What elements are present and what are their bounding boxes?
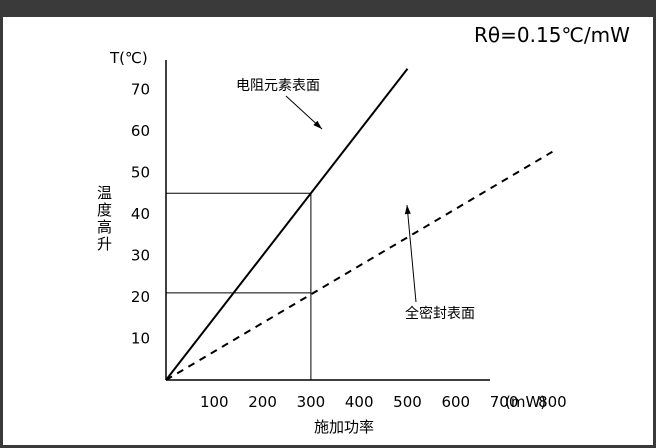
sealed-line-dashed: [165, 150, 553, 381]
x-tick-label: 200: [248, 393, 277, 411]
x-tick-label: 600: [441, 393, 470, 411]
surface-line-solid: [165, 68, 409, 381]
y-tick-label: 10: [131, 330, 150, 348]
y-tick-label: 20: [131, 288, 150, 306]
x-unit-label: (mW): [505, 393, 546, 411]
x-tick-label: 700: [490, 393, 519, 411]
sealed-label-arrowhead: [404, 205, 411, 215]
y-tick-label: 60: [131, 122, 150, 140]
series-label-sealed: 全密封表面: [405, 305, 475, 322]
y-tick-label: 70: [131, 81, 150, 99]
y-tick-label: 40: [131, 205, 150, 223]
x-tick-label: 500: [393, 393, 422, 411]
surface-label-arrowhead: [313, 120, 322, 129]
x-tick-label: 100: [200, 393, 229, 411]
x-tick-label: 400: [345, 393, 374, 411]
y-unit-label: T(℃): [109, 49, 148, 67]
title-bar: [0, 0, 656, 17]
x-tick-label: 300: [297, 393, 326, 411]
y-axis-title: 温度高升: [97, 184, 112, 253]
tick-labels: 10 20 30 40 50 60 70 100 200 300 400 500 600 700 800: [131, 81, 567, 412]
sealed-label-leader: [406, 204, 417, 303]
series-label-surface: 电阻元素表面: [236, 78, 320, 94]
x-tick-label: 800: [538, 393, 567, 411]
formula-label: Rθ=0.15℃/mW: [474, 23, 630, 47]
y-tick-label: 50: [131, 164, 150, 182]
axes: [165, 60, 490, 381]
reference-lines: [166, 192, 312, 380]
x-axis-title: 施加功率: [314, 418, 374, 436]
series-lines: [165, 68, 553, 381]
y-tick-label: 30: [131, 247, 150, 265]
